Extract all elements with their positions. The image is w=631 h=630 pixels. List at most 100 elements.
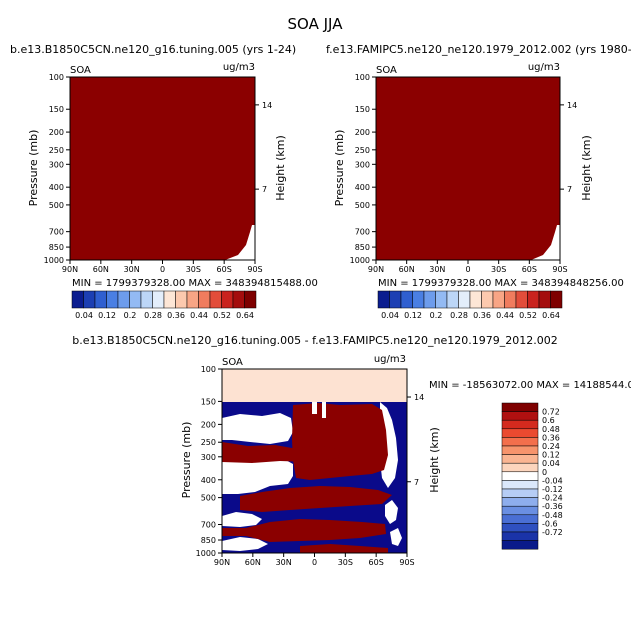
x-axis: 90N 60N 30N 0 30S 60S 90S: [214, 553, 415, 567]
units-label: ug/m3: [528, 62, 560, 73]
x-tick-label: 30S: [186, 265, 201, 274]
y-tick-label: 300: [49, 160, 64, 169]
y-tick-label: 300: [201, 453, 216, 462]
y-axis: 100 150 200 250 300 400 500 700 850 1000: [196, 365, 222, 558]
colorbar-swatch: [501, 540, 539, 550]
x-tick-label: 90N: [62, 265, 78, 274]
y-tick-label: 150: [355, 105, 370, 114]
x-tick-label: 60S: [522, 265, 537, 274]
colorbar-label: 0.04: [542, 459, 560, 468]
colorbar-swatch: [501, 471, 539, 481]
colorbar-swatch: [117, 290, 130, 309]
colorbar-label: 0.52: [519, 311, 537, 320]
y-tick-label: 200: [355, 128, 370, 137]
y-axis-label-right: Height (km): [580, 135, 593, 201]
colorbar-swatch: [515, 290, 528, 309]
y-tick-label: 500: [49, 201, 64, 210]
colorbar-swatch: [129, 290, 142, 309]
colorbar-label: -0.48: [542, 511, 563, 520]
colorbar-swatch: [501, 462, 539, 473]
colorbar-swatch: [501, 514, 539, 524]
colorbar-swatch: [221, 290, 234, 309]
variable-label: SOA: [376, 65, 397, 76]
y-tick-label: 850: [201, 536, 216, 545]
y-tick-label: 200: [49, 128, 64, 137]
x-tick-label: 60S: [217, 265, 232, 274]
colorbar-label: 0.12: [542, 451, 560, 460]
colorbar-swatch: [501, 419, 539, 430]
variable-label: SOA: [70, 65, 91, 76]
colorbar-swatch: [492, 290, 505, 309]
units-label: ug/m3: [223, 62, 255, 73]
diff-near-zero: [390, 528, 402, 546]
right-y-tick-label: 14: [567, 101, 577, 110]
y-tick-label: 700: [355, 228, 370, 237]
panel-model: b.e13.B1850C5CN.ne120_g16.tuning.005 (yr…: [10, 43, 318, 320]
right-y-tick-label: 14: [414, 393, 424, 402]
diff-near-zero: [312, 402, 317, 414]
missing-surface-region: [225, 225, 255, 260]
colorbar-label: -0.04: [542, 476, 563, 485]
x-axis: 90N 60N 30N 0 30S 60S 90S: [368, 260, 568, 274]
y-tick-label: 200: [201, 420, 216, 429]
x-tick-label: 60S: [369, 558, 384, 567]
colorbar-swatch: [469, 290, 482, 309]
y-tick-label: 850: [355, 243, 370, 252]
colorbar-label: 0.04: [75, 311, 93, 320]
colorbar-label: 0.12: [98, 311, 116, 320]
panel-title: b.e13.B1850C5CN.ne120_g16.tuning.005 - f…: [72, 334, 557, 347]
y-tick-label: 250: [201, 438, 216, 447]
x-tick-label: 30N: [124, 265, 140, 274]
colorbar: [71, 290, 257, 309]
colorbar-swatch: [244, 290, 257, 309]
x-axis: 90N 60N 30N 0 30S 60S 90S: [62, 260, 263, 274]
diff-positive: [222, 442, 340, 463]
colorbar-label: 0.64: [542, 311, 560, 320]
colorbar-label: 0.6: [542, 416, 555, 425]
x-tick-label: 90S: [399, 558, 414, 567]
colorbar-swatch: [209, 290, 222, 309]
colorbar-swatch: [550, 290, 563, 309]
x-tick-label: 30N: [276, 558, 292, 567]
colorbar-swatch: [501, 437, 539, 447]
x-tick-label: 0: [160, 265, 165, 274]
colorbar-label: 0.44: [496, 311, 514, 320]
colorbar-swatch: [83, 290, 96, 309]
plot-field: [70, 77, 255, 260]
colorbar-label: 0.04: [381, 311, 399, 320]
stats-label: MIN = 1799379328.00 MAX = 348394848256.0…: [378, 278, 624, 289]
colorbar-swatch: [152, 290, 165, 309]
y-tick-label: 100: [201, 365, 216, 374]
y-tick-label: 250: [49, 146, 64, 155]
colorbar-label: 0.28: [144, 311, 162, 320]
colorbar-swatch: [501, 480, 539, 490]
stats-label: MIN = 1799379328.00 MAX = 348394815488.0…: [72, 278, 318, 289]
colorbar-label: 0.36: [473, 311, 491, 320]
right-y-tick-label: 7: [567, 185, 572, 194]
panel-observed: f.e13.FAMIPC5.ne120_ne120.1979_2012.002 …: [326, 43, 631, 320]
y-axis: 100 150 200 250 300 400 500 700 850 1000: [44, 73, 70, 265]
x-tick-label: 90S: [552, 265, 567, 274]
diff-positive: [240, 486, 392, 512]
colorbar-swatch: [106, 290, 119, 309]
y-tick-label: 850: [49, 243, 64, 252]
colorbar-swatch: [94, 290, 107, 309]
colorbar-swatch: [446, 290, 459, 309]
y-tick-label: 400: [355, 183, 370, 192]
diff-near-zero: [322, 402, 326, 418]
y-tick-label: 500: [355, 201, 370, 210]
missing-surface-region: [531, 225, 560, 260]
colorbar-swatch: [501, 445, 539, 455]
y-tick-label: 100: [355, 73, 370, 82]
colorbar-label: -0.12: [542, 485, 563, 494]
y-tick-label: 500: [201, 494, 216, 503]
y-tick-label: 700: [201, 520, 216, 529]
colorbar-label: 0.48: [542, 425, 560, 434]
colorbar-swatch: [501, 488, 539, 498]
colorbar-swatch: [501, 428, 539, 438]
colorbar-label: 0.2: [430, 311, 443, 320]
panel-difference: b.e13.B1850C5CN.ne120_g16.tuning.005 - f…: [72, 334, 631, 567]
y-axis-label-right: Height (km): [274, 135, 287, 201]
colorbar-label: -0.72: [542, 528, 563, 537]
panel-title: f.e13.FAMIPC5.ne120_ne120.1979_2012.002 …: [326, 43, 631, 56]
